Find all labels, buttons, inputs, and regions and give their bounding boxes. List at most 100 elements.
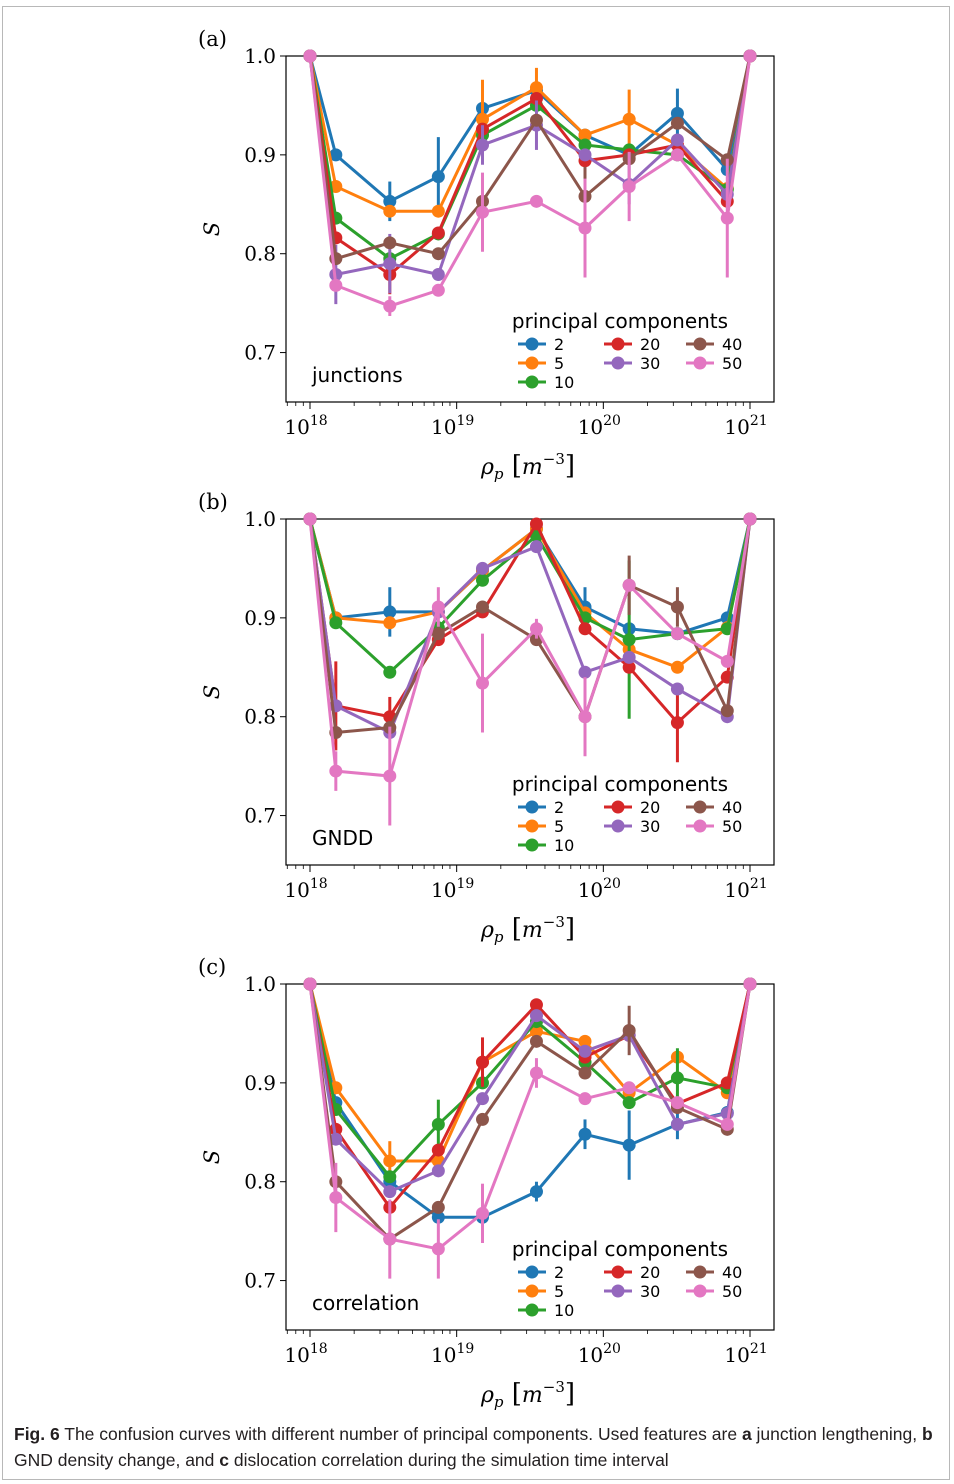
y-tick-label: 0.8 (244, 242, 276, 266)
data-point-50 (431, 600, 445, 614)
data-point-5 (529, 1024, 543, 1038)
x-axis-label: ρp [m−3] (480, 913, 575, 946)
x-tick-label: 1021 (724, 876, 767, 902)
panel-annotation: GNDD (312, 826, 373, 850)
data-point-5 (578, 1034, 592, 1048)
data-point-30 (329, 1132, 343, 1146)
data-point-20 (431, 226, 445, 240)
data-point-50 (578, 221, 592, 235)
y-tick-label: 0.7 (244, 1269, 276, 1293)
data-point-50 (670, 627, 684, 641)
data-point-50 (475, 1206, 489, 1220)
x-tick-label: 1020 (578, 1341, 621, 1367)
data-point-30 (475, 138, 489, 152)
figure-caption: Fig. 6 The confusion curves with differe… (14, 1421, 939, 1473)
y-tick-label: 1.0 (244, 507, 276, 531)
panel-annotation: junctions (311, 363, 403, 387)
y-tick-label: 0.9 (244, 143, 276, 167)
data-point-50 (720, 211, 734, 225)
panel-annotation: correlation (312, 1291, 419, 1315)
data-point-40 (431, 1200, 445, 1214)
data-point-50 (329, 278, 343, 292)
legend-marker (525, 838, 539, 852)
series-line-10 (308, 55, 752, 261)
legend-entry-10: 10 (554, 1301, 574, 1320)
legend-marker (611, 337, 625, 351)
legend-marker (693, 800, 707, 814)
data-point-2 (622, 1138, 636, 1152)
data-point-30 (578, 1044, 592, 1058)
legend-entry-5: 5 (554, 817, 564, 836)
data-point-2 (670, 106, 684, 120)
legend-marker (611, 1284, 625, 1298)
plot-frame (285, 55, 775, 403)
legend-entry-50: 50 (722, 354, 742, 373)
legend-entry-40: 40 (722, 1263, 742, 1282)
x-tick-label: 1018 (284, 876, 327, 902)
data-point-5 (529, 81, 543, 95)
y-tick-label: 1.0 (244, 972, 276, 996)
data-point-50 (670, 148, 684, 162)
data-point-30 (431, 1164, 445, 1178)
panel-label: (b) (198, 490, 228, 514)
data-point-20 (475, 1055, 489, 1069)
data-point-30 (670, 133, 684, 147)
caption-text-4: dislocation correlation during the simul… (233, 1450, 669, 1470)
legend-entry-20: 20 (640, 335, 660, 354)
data-point-30 (529, 540, 543, 554)
y-axis-label: S (200, 222, 224, 236)
data-point-5 (670, 660, 684, 674)
data-point-50 (303, 977, 317, 991)
data-point-2 (383, 605, 397, 619)
data-point-30 (578, 148, 592, 162)
data-point-10 (622, 633, 636, 647)
series-line-40 (308, 55, 752, 261)
data-point-30 (578, 665, 592, 679)
legend-entry-30: 30 (640, 354, 660, 373)
series-line-20 (308, 983, 752, 1210)
data-point-40 (475, 600, 489, 614)
data-point-5 (431, 204, 445, 218)
x-tick-label: 1019 (431, 413, 474, 439)
data-point-30 (475, 1092, 489, 1106)
legend-marker (693, 819, 707, 833)
y-axis-label: S (200, 1150, 224, 1164)
data-point-40 (383, 236, 397, 250)
caption-text-1: The confusion curves with different numb… (64, 1424, 738, 1444)
legend-marker (525, 375, 539, 389)
y-tick-label: 0.7 (244, 804, 276, 828)
data-point-2 (431, 170, 445, 184)
data-point-20 (529, 998, 543, 1012)
data-point-50 (475, 676, 489, 690)
data-point-50 (578, 710, 592, 724)
legend-entry-40: 40 (722, 335, 742, 354)
data-point-50 (743, 49, 757, 63)
x-tick-label: 1018 (284, 413, 327, 439)
data-point-10 (383, 665, 397, 679)
data-point-50 (329, 1191, 343, 1205)
data-point-20 (578, 622, 592, 636)
x-tick-label: 1021 (724, 413, 767, 439)
data-point-5 (383, 616, 397, 630)
data-point-40 (431, 247, 445, 261)
data-point-10 (329, 616, 343, 630)
y-tick-label: 0.8 (244, 1170, 276, 1194)
caption-text-2: junction lengthening, (756, 1424, 918, 1444)
data-point-20 (431, 1143, 445, 1157)
data-point-50 (622, 578, 636, 592)
data-point-20 (670, 716, 684, 730)
data-point-40 (670, 600, 684, 614)
legend-entry-2: 2 (554, 335, 564, 354)
y-tick-label: 0.9 (244, 1071, 276, 1095)
data-point-50 (529, 1066, 543, 1080)
data-point-40 (670, 116, 684, 130)
data-point-2 (529, 1185, 543, 1199)
data-point-2 (578, 1127, 592, 1141)
series-group (303, 49, 757, 316)
x-tick-label: 1021 (724, 1341, 767, 1367)
data-point-30 (475, 561, 489, 575)
